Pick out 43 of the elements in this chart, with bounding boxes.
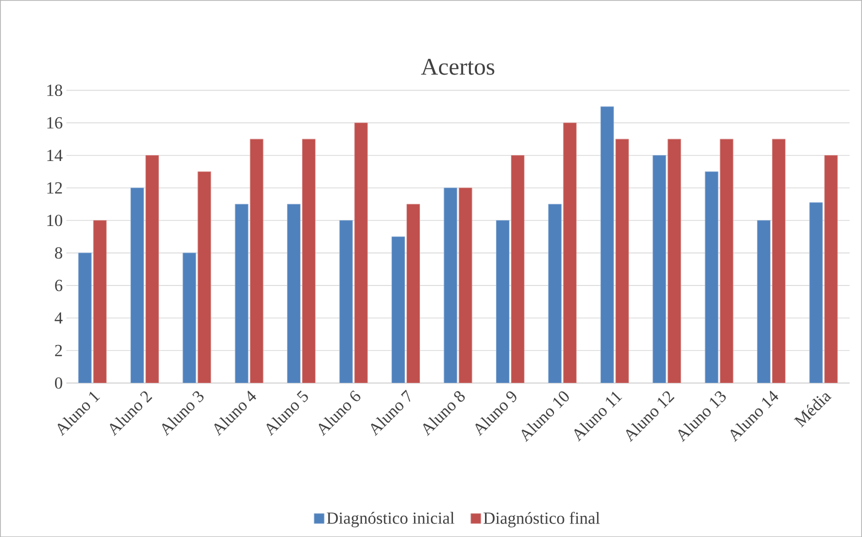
bar xyxy=(496,220,510,383)
bar xyxy=(287,204,301,383)
chart-title: Acertos xyxy=(421,58,494,75)
bar xyxy=(93,220,107,383)
y-tick-label: 18 xyxy=(47,84,62,96)
y-tick-label: 0 xyxy=(55,377,62,389)
bar xyxy=(250,138,264,383)
bar xyxy=(354,122,368,383)
bar xyxy=(510,154,524,383)
bar xyxy=(600,106,614,383)
bar xyxy=(130,187,144,383)
bar xyxy=(809,202,823,383)
bar xyxy=(234,204,248,383)
bar xyxy=(668,138,682,383)
y-tick-label: 12 xyxy=(47,182,62,194)
bar xyxy=(652,154,666,383)
bar xyxy=(563,122,577,383)
y-tick-label: 6 xyxy=(55,280,62,292)
bar xyxy=(444,187,458,383)
bar xyxy=(339,220,353,383)
bar xyxy=(458,187,472,383)
y-tick-label: 4 xyxy=(54,312,63,324)
bar xyxy=(198,171,212,383)
bar xyxy=(78,252,92,383)
bar xyxy=(772,138,786,383)
bar xyxy=(182,252,196,383)
bar xyxy=(720,138,734,383)
bar xyxy=(757,220,771,383)
bar xyxy=(824,154,838,383)
y-tick-label: 14 xyxy=(47,150,63,161)
y-tick-label: 8 xyxy=(55,247,62,259)
y-tick-label: 16 xyxy=(47,117,62,128)
bar xyxy=(145,154,159,383)
bar xyxy=(548,204,562,383)
bar xyxy=(406,204,420,383)
legend-label: Diagnóstico inicial xyxy=(326,512,454,528)
bar xyxy=(392,236,406,383)
y-tick-label: 10 xyxy=(47,214,62,226)
bar xyxy=(302,138,316,383)
y-tick-label: 2 xyxy=(55,344,62,356)
bar xyxy=(704,171,718,383)
bar xyxy=(615,138,629,383)
legend-label: Diagnóstico final xyxy=(484,512,600,528)
